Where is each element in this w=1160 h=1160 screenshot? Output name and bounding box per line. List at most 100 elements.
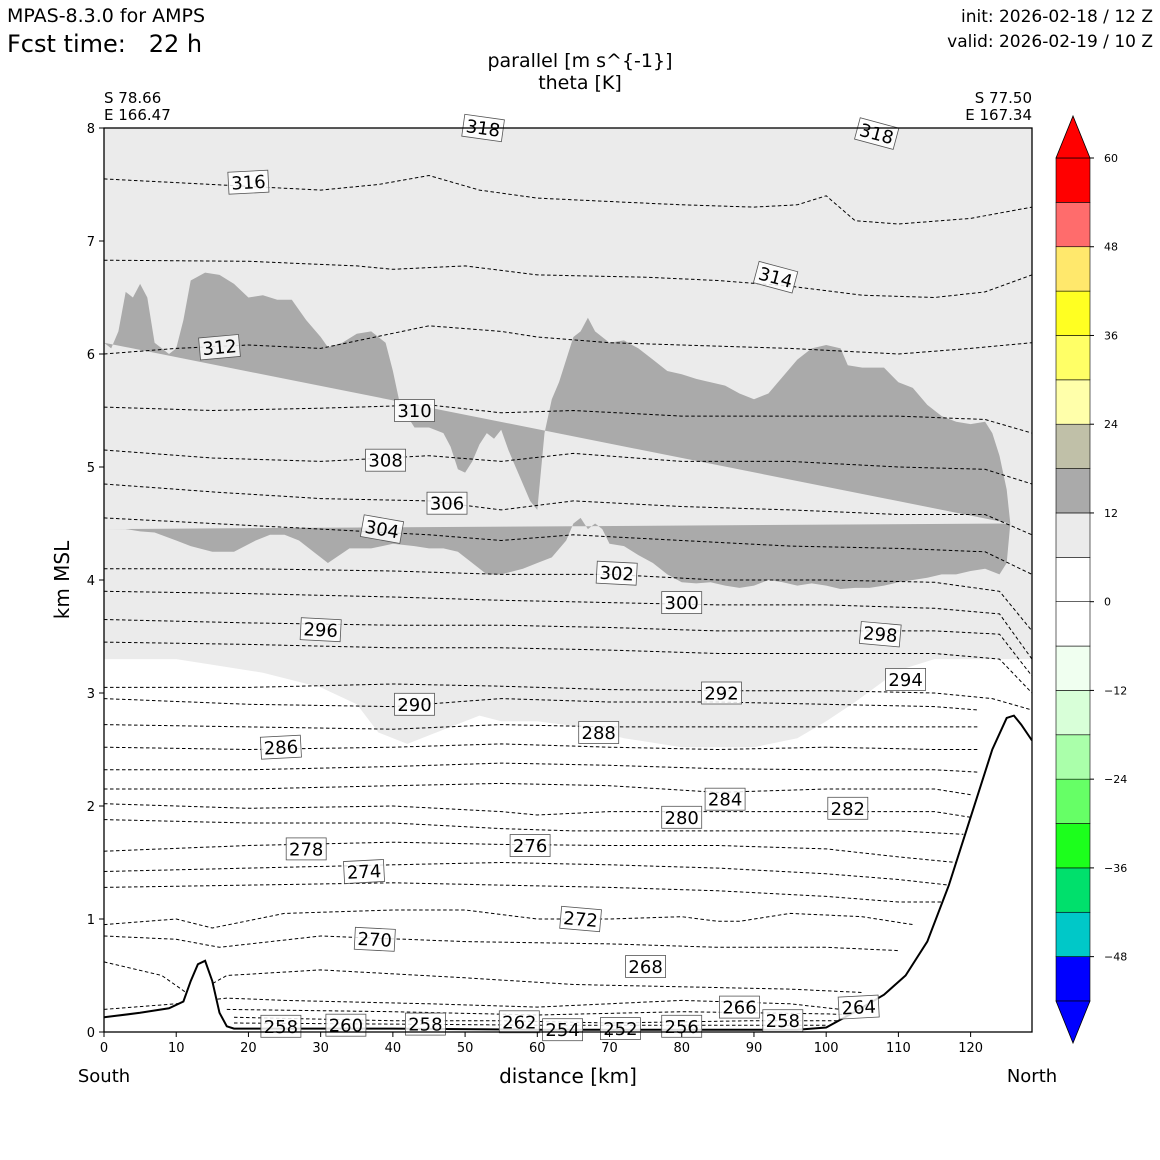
x-tick-label: 10 [168, 1041, 185, 1056]
y-tick-label: 7 [87, 235, 95, 250]
right-longitude: E 167.34 [965, 106, 1032, 124]
contour-label-box [704, 787, 746, 811]
contour-label-292: 292 [701, 681, 742, 705]
contour-label-box [701, 681, 742, 705]
colorbar-segment [1055, 423, 1091, 469]
theta-contour-316 [104, 174, 1032, 225]
contour-label-box [404, 1012, 446, 1036]
model-title: MPAS-8.3.0 for AMPS [7, 5, 205, 27]
contour-label-box [578, 721, 620, 744]
contour-label-box [394, 692, 435, 716]
contour-label-310: 310 [394, 399, 435, 422]
contour-label-text: 274 [346, 861, 381, 884]
x-tick-label: 40 [385, 1041, 402, 1056]
contour-label-308: 308 [365, 448, 407, 472]
terrain [104, 714, 1032, 1032]
contour-label-box [509, 834, 551, 857]
colorbar-tick-label: 24 [1104, 418, 1118, 431]
theta-contour-276 [104, 861, 949, 886]
theta-contour-292 [104, 698, 978, 711]
contour-label-278: 278 [285, 837, 327, 860]
colorbar-segment [1055, 246, 1091, 292]
contour-label-box [394, 399, 435, 422]
contour-label-text: 288 [582, 723, 616, 744]
colorbar-segment [1055, 823, 1091, 869]
north-label: North [1007, 1066, 1057, 1087]
colorbar-tick-label: 60 [1104, 152, 1118, 165]
contour-label-box [827, 796, 869, 820]
contour-label-box [198, 334, 241, 361]
contour-label-text: 290 [397, 695, 431, 716]
colorbar-extend-top [1055, 114, 1091, 159]
x-tick-label: 120 [958, 1041, 983, 1056]
contour-label-box [426, 491, 468, 515]
colorbar-segment [1055, 645, 1091, 691]
contour-label-box [625, 955, 666, 978]
contour-label-276: 276 [509, 834, 551, 857]
contour-label-text: 262 [502, 1012, 536, 1033]
contour-label-text: 278 [289, 839, 323, 860]
contour-label-box [600, 1017, 641, 1040]
contour-label-254: 254 [542, 1018, 583, 1041]
contour-label-text: 308 [368, 451, 402, 472]
theta-contour-282 [104, 803, 971, 818]
contour-label-264: 264 [837, 994, 880, 1020]
y-tick-label: 1 [87, 913, 95, 928]
colorbar-tick-label: 48 [1104, 241, 1118, 254]
contour-label-box [719, 995, 760, 1019]
colorbar-segment [1055, 690, 1091, 736]
contour-label-text: 254 [545, 1020, 579, 1041]
wind-shading [104, 128, 1032, 748]
contour-label-text: 300 [665, 593, 699, 614]
contour-label-text: 260 [329, 1016, 363, 1037]
contour-label-text: 258 [264, 1017, 298, 1038]
contour-label-318: 318 [461, 113, 505, 143]
contour-label-270: 270 [353, 926, 396, 952]
colorbar-segment [1055, 956, 1091, 1002]
contour-label-304: 304 [359, 514, 405, 544]
contour-label-300: 300 [661, 591, 703, 614]
contour-label-text: 276 [513, 836, 547, 857]
contour-label-text: 268 [628, 957, 662, 978]
contour-label-258: 258 [762, 1009, 804, 1032]
x-tick-label: 20 [240, 1041, 257, 1056]
theta-contour-306 [104, 483, 1032, 536]
contour-label-312: 312 [198, 334, 241, 361]
colorbar-segment [1055, 867, 1091, 913]
theta-contour-308 [104, 449, 1032, 485]
contour-label-box [365, 448, 407, 472]
x-tick-label: 50 [457, 1041, 474, 1056]
contour-label-text: 296 [303, 619, 338, 642]
theta-contour-274 [104, 882, 942, 903]
contour-label-box [299, 617, 342, 643]
contour-labels: 318 3183163143123103083063043023002982962… [198, 113, 926, 1041]
y-tick-label: 6 [87, 348, 95, 363]
contour-label-box [858, 621, 902, 648]
x-tick-label: 100 [814, 1041, 839, 1056]
theta-contour-260 [233, 1022, 827, 1026]
shade-region-1 [104, 128, 1032, 748]
colorbar-segment [1055, 778, 1091, 824]
theta-contour-302 [104, 568, 1032, 632]
contour-label-316: 316 [227, 169, 270, 195]
x-tick-label: 60 [529, 1041, 546, 1056]
theta-contour-264 [226, 1008, 856, 1016]
contour-label-text: 286 [263, 737, 298, 760]
contour-label-box [259, 734, 302, 760]
colorbar-segment [1055, 734, 1091, 780]
x-tick-label: 0 [100, 1041, 108, 1056]
theta-contour-296 [104, 641, 1032, 694]
chart-title-line2: theta [K] [538, 72, 622, 94]
left-latitude: S 78.66 [104, 89, 161, 107]
x-tick-label: 80 [673, 1041, 690, 1056]
theta-contour-286 [104, 762, 978, 773]
colorbar-segment [1055, 601, 1091, 647]
contour-label-306: 306 [426, 491, 468, 515]
forecast-time: Fcst time: 22 h [7, 30, 202, 58]
theta-contour-280 [104, 819, 964, 835]
contour-label-box [661, 591, 703, 614]
colorbar-segment [1055, 202, 1091, 248]
contour-label-text: 270 [357, 929, 392, 952]
contour-label-text: 312 [202, 336, 238, 360]
